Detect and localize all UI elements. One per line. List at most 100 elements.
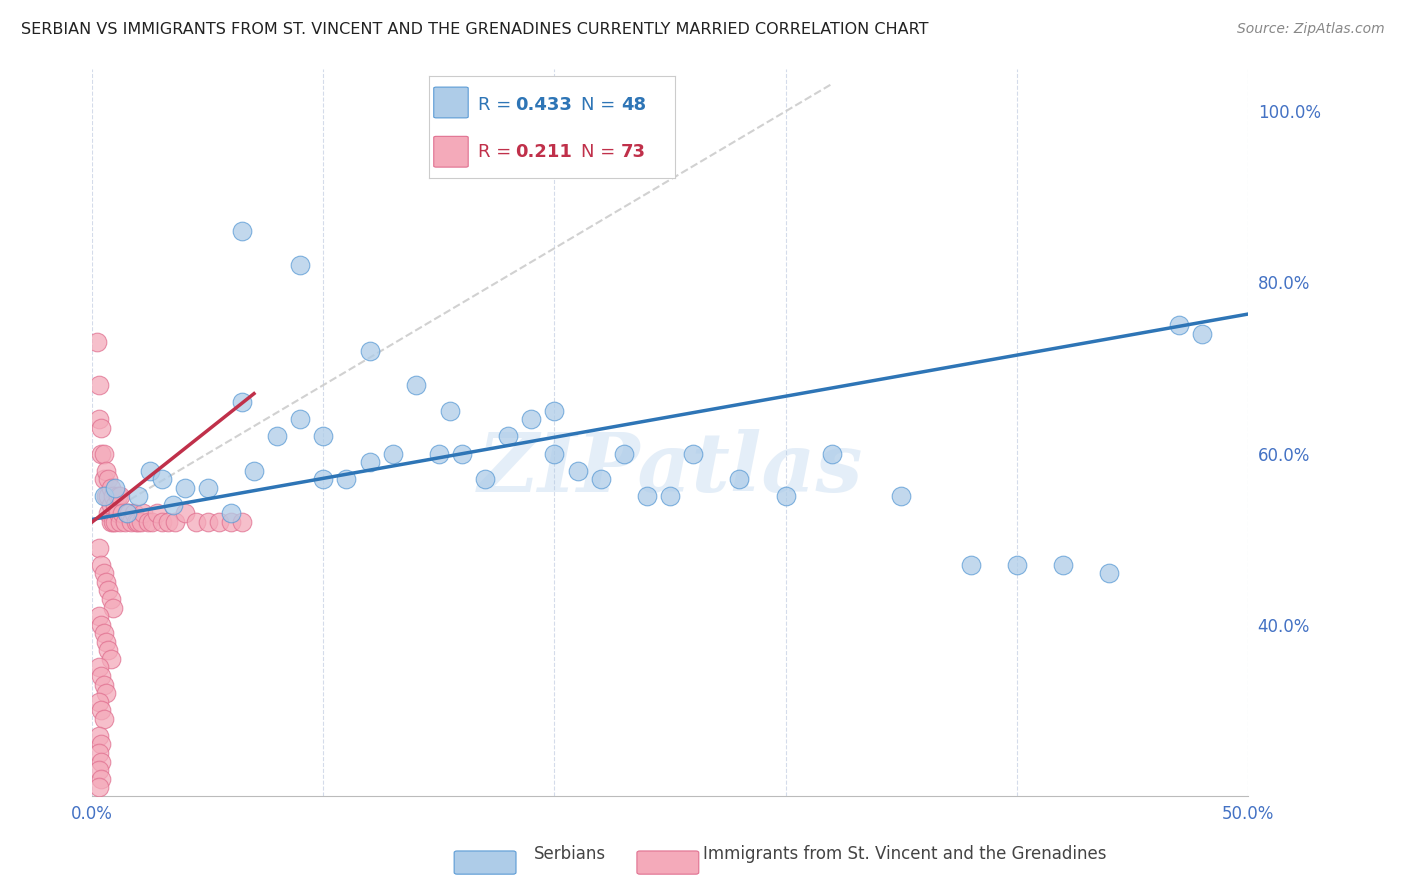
Point	[104, 481, 127, 495]
Point	[659, 489, 682, 503]
Text: ZIPatlas: ZIPatlas	[477, 428, 863, 508]
Point	[1005, 558, 1028, 572]
Point	[87, 729, 110, 743]
Point	[636, 489, 658, 503]
Point	[1098, 566, 1121, 581]
Point	[1191, 326, 1213, 341]
Point	[90, 703, 112, 717]
Point	[266, 429, 288, 443]
Point	[114, 515, 136, 529]
Point	[290, 412, 312, 426]
Point	[90, 669, 112, 683]
Point	[87, 660, 110, 674]
Point	[359, 343, 381, 358]
Point	[451, 147, 474, 161]
Point	[93, 677, 115, 691]
Point	[108, 515, 131, 529]
Point	[290, 258, 312, 272]
Point	[100, 515, 122, 529]
Point	[173, 507, 195, 521]
Point	[93, 489, 115, 503]
Point	[93, 446, 115, 460]
Point	[94, 464, 117, 478]
Point	[107, 489, 129, 503]
Point	[108, 489, 131, 503]
Point	[90, 558, 112, 572]
Point	[87, 378, 110, 392]
Point	[197, 515, 219, 529]
Point	[100, 591, 122, 606]
Point	[427, 446, 450, 460]
Point	[127, 515, 149, 529]
Point	[231, 515, 253, 529]
Text: 0.433: 0.433	[515, 95, 572, 113]
Point	[890, 489, 912, 503]
Point	[107, 507, 129, 521]
Point	[157, 515, 180, 529]
Point	[821, 446, 844, 460]
Text: 0.211: 0.211	[515, 143, 572, 161]
Point	[101, 515, 124, 529]
Point	[90, 755, 112, 769]
Point	[219, 507, 242, 521]
Point	[125, 515, 148, 529]
FancyBboxPatch shape	[433, 87, 468, 118]
Text: Source: ZipAtlas.com: Source: ZipAtlas.com	[1237, 22, 1385, 37]
Point	[86, 335, 108, 350]
Point	[87, 780, 110, 795]
Point	[94, 634, 117, 648]
Text: 73: 73	[621, 143, 645, 161]
Point	[97, 643, 120, 657]
Point	[111, 507, 134, 521]
Point	[87, 763, 110, 777]
Point	[94, 489, 117, 503]
Point	[94, 574, 117, 589]
Point	[90, 772, 112, 786]
Point	[150, 472, 173, 486]
Point	[474, 472, 496, 486]
Point	[243, 464, 266, 478]
Point	[150, 515, 173, 529]
Point	[231, 224, 253, 238]
Point	[87, 746, 110, 760]
Point	[97, 472, 120, 486]
Point	[93, 566, 115, 581]
Point	[129, 515, 152, 529]
Point	[682, 446, 704, 460]
Point	[87, 609, 110, 624]
Point	[93, 472, 115, 486]
Point	[381, 446, 404, 460]
Point	[1052, 558, 1074, 572]
Point	[141, 515, 163, 529]
Point	[451, 446, 474, 460]
Text: N =: N =	[582, 95, 621, 113]
Point	[312, 472, 335, 486]
Point	[219, 515, 242, 529]
Point	[97, 489, 120, 503]
Point	[90, 421, 112, 435]
Point	[496, 429, 519, 443]
Text: Serbians: Serbians	[534, 845, 606, 863]
Point	[335, 472, 357, 486]
Point	[567, 464, 589, 478]
Point	[87, 412, 110, 426]
Point	[100, 498, 122, 512]
Point	[405, 378, 427, 392]
Point	[959, 558, 981, 572]
Point	[520, 412, 543, 426]
Point	[1167, 318, 1189, 333]
Point	[90, 738, 112, 752]
Point	[93, 712, 115, 726]
Text: SERBIAN VS IMMIGRANTS FROM ST. VINCENT AND THE GRENADINES CURRENTLY MARRIED CORR: SERBIAN VS IMMIGRANTS FROM ST. VINCENT A…	[21, 22, 928, 37]
Point	[208, 515, 231, 529]
Point	[312, 429, 335, 443]
Point	[101, 600, 124, 615]
Point	[90, 446, 112, 460]
Point	[93, 626, 115, 640]
FancyBboxPatch shape	[433, 136, 468, 167]
Point	[94, 686, 117, 700]
Point	[775, 489, 797, 503]
Point	[439, 403, 461, 417]
Point	[543, 403, 565, 417]
Point	[139, 464, 162, 478]
